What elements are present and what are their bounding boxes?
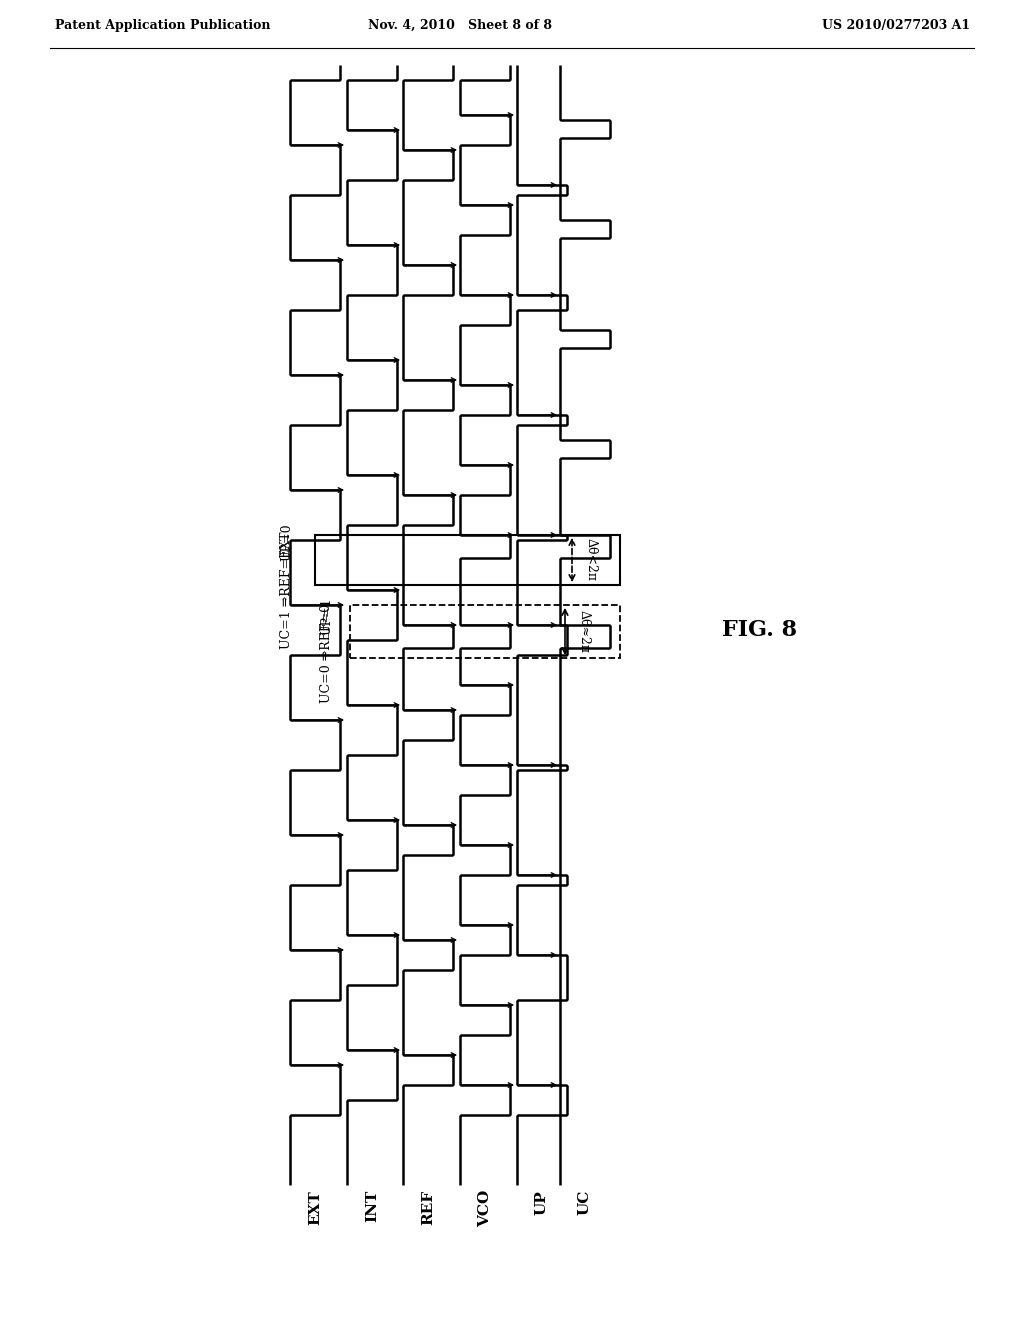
Text: UP=0: UP=0 [280,523,293,561]
Text: Nov. 4, 2010   Sheet 8 of 8: Nov. 4, 2010 Sheet 8 of 8 [368,18,552,32]
Text: UP: UP [535,1191,549,1214]
Text: UC=1 ⇒REF=EXT: UC=1 ⇒REF=EXT [280,531,293,648]
Text: EXT: EXT [308,1191,322,1225]
Text: US 2010/0277203 A1: US 2010/0277203 A1 [822,18,970,32]
Text: UC: UC [578,1191,592,1216]
Text: INT: INT [365,1191,379,1222]
Text: FIG. 8: FIG. 8 [723,619,798,642]
Text: UP=1: UP=1 [319,598,333,635]
Text: Patent Application Publication: Patent Application Publication [55,18,270,32]
Text: VCO: VCO [478,1191,492,1228]
Text: Δθ≈2π: Δθ≈2π [578,610,591,653]
Text: REF: REF [421,1191,435,1225]
Text: UC=0 ⇒REF=0: UC=0 ⇒REF=0 [319,605,333,704]
Text: Δθ<2π: Δθ<2π [585,539,598,582]
